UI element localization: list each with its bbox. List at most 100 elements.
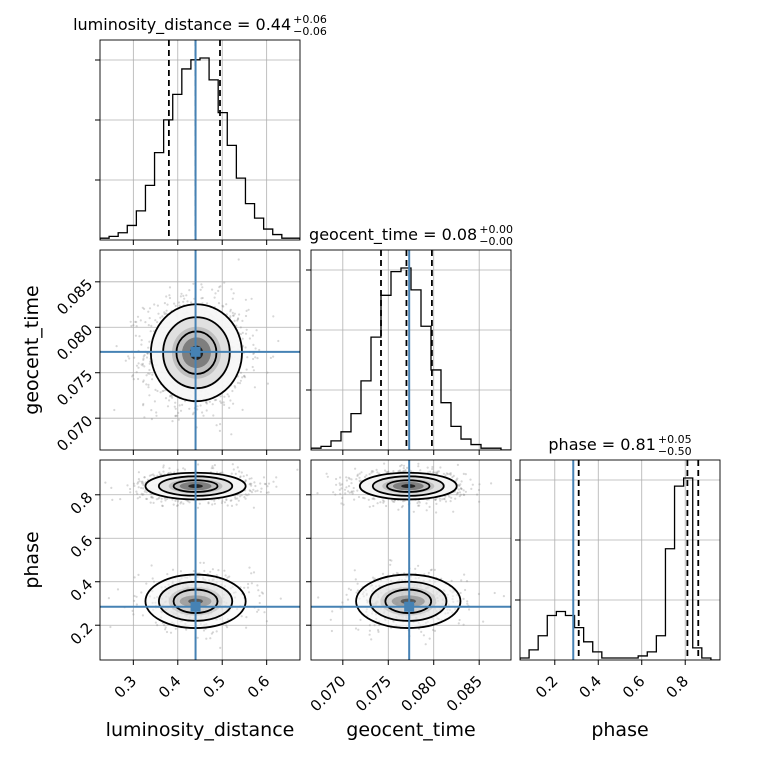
scatter-point [176,504,179,507]
scatter-point [132,613,135,616]
scatter-point [137,478,140,481]
scatter-point [150,324,153,327]
scatter-point [129,491,132,494]
scatter-point [355,591,358,594]
scatter-point [226,626,229,629]
scatter-point [223,395,226,398]
scatter-point [341,601,344,604]
scatter-point [398,469,402,472]
scatter-point [154,319,157,322]
scatter-point [439,499,442,502]
x-tick-label: 0.8 [662,672,692,702]
scatter-point [482,620,485,623]
scatter-point [166,303,169,306]
scatter-point [231,463,234,466]
scatter-point [275,476,278,479]
scatter-point [137,471,140,474]
scatter-point [460,487,463,491]
scatter-point [238,313,241,316]
panel-frame [310,249,512,451]
scatter-point [244,493,247,496]
scatter-point [377,629,380,632]
hist-panel-geocent_time [306,249,512,455]
scatter-point [146,352,149,355]
scatter-point [444,474,447,477]
scatter-point [269,356,272,359]
scatter-point [241,319,244,322]
scatter-point [256,357,259,360]
scatter-point [254,484,257,488]
scatter-point [149,330,152,333]
scatter-point [250,477,253,480]
scatter-point [392,470,395,473]
scatter-point [240,471,243,474]
scatter-point [339,484,342,487]
scatter-point [154,388,157,391]
scatter-point [218,286,221,289]
scatter-point [142,380,145,383]
y-axis-label-geocent_time: geocent_time [21,285,43,414]
scatter-point [259,482,262,485]
scatter-point [174,414,177,418]
scatter-point [360,471,363,474]
scatter-point [161,504,164,508]
scatter-point [158,496,161,499]
scatter-point [144,321,147,324]
scatter-point [142,355,145,358]
scatter-point [164,397,168,400]
scatter-point [143,476,146,479]
scatter-point [502,595,505,598]
scatter-point [429,569,432,572]
scatter-point [224,574,227,577]
scatter-point [393,500,396,503]
scatter-point [317,596,320,599]
x-tick-label: 0.3 [111,672,141,702]
scatter-point [142,487,145,490]
scatter-point [160,473,163,476]
scatter-point [358,480,362,483]
scatter-point [464,490,467,493]
scatter-point [140,480,143,483]
scatter-point [140,486,143,490]
scatter-point [231,297,234,300]
scatter-point [458,491,462,494]
scatter-point [476,493,479,496]
scatter-point [152,580,156,583]
scatter-point [222,401,225,404]
scatter-point [198,502,201,505]
scatter-point [207,501,210,504]
scatter-point [425,502,428,505]
scatter-point [136,315,140,318]
panel-content [311,250,511,450]
x-axis-label-luminosity_distance: luminosity_distance [106,719,295,741]
scatter-point [211,465,214,468]
scatter-point [179,409,183,412]
scatter-point [145,491,148,494]
scatter-point [155,414,158,417]
scatter-point [173,302,176,305]
scatter-point [182,457,184,459]
scatter-point [168,395,172,398]
scatter-point [107,597,110,600]
scatter-point [128,357,131,360]
scatter-point [466,602,469,605]
x-tick-label: 0.6 [619,672,649,702]
scatter-point [478,483,481,486]
scatter-point [400,506,404,509]
scatter-point [147,383,150,386]
scatter-point [244,479,247,482]
scatter-point [156,624,159,627]
scatter-point [441,498,444,501]
scatter-point [226,393,229,396]
scatter-point [232,314,235,317]
scatter-point [325,472,328,475]
scatter-point [135,364,139,367]
scatter-point [162,464,165,467]
scatter-point [141,493,144,496]
scatter-point [205,400,208,404]
scatter-point [164,626,167,629]
scatter-point [444,500,448,503]
scatter-point [168,296,172,300]
